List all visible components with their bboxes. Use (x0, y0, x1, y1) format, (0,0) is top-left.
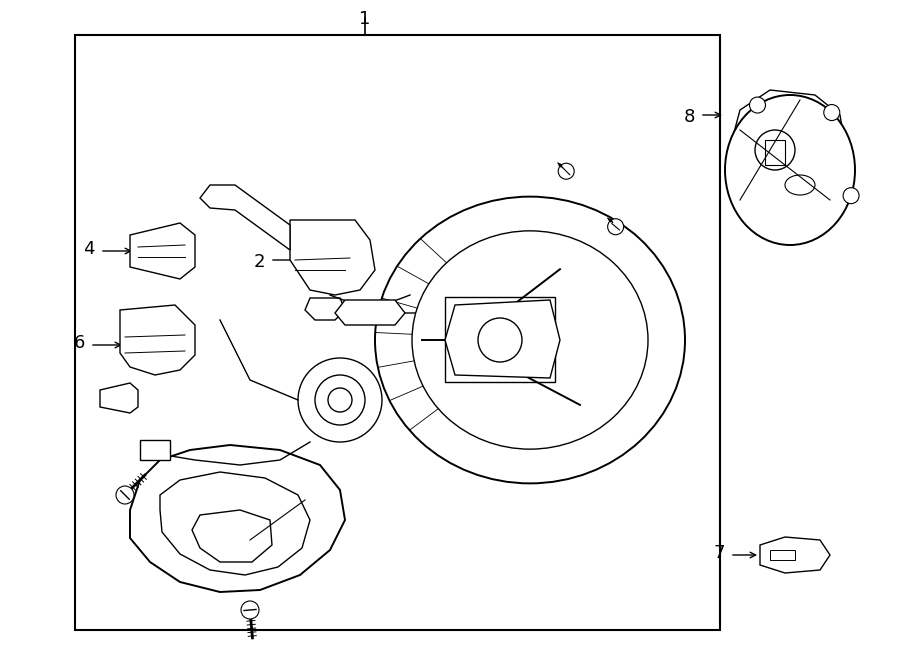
Circle shape (824, 104, 840, 120)
Polygon shape (290, 220, 375, 295)
Circle shape (843, 188, 860, 204)
Polygon shape (760, 537, 830, 573)
Polygon shape (120, 305, 195, 375)
Polygon shape (305, 298, 345, 320)
Bar (770, 550, 795, 560)
Polygon shape (335, 300, 405, 325)
Text: 5: 5 (265, 490, 275, 508)
Bar (445, 297, 555, 382)
Text: 8: 8 (684, 108, 695, 126)
Circle shape (755, 130, 795, 170)
Text: 2: 2 (254, 253, 265, 271)
Text: 7: 7 (714, 544, 725, 562)
Polygon shape (100, 383, 138, 413)
Polygon shape (730, 90, 845, 215)
Polygon shape (160, 472, 310, 575)
Circle shape (608, 219, 624, 235)
Circle shape (478, 318, 522, 362)
Circle shape (558, 163, 574, 179)
Text: 6: 6 (74, 334, 85, 352)
Ellipse shape (785, 175, 815, 195)
Bar (75, 35, 720, 630)
Circle shape (298, 358, 382, 442)
Circle shape (116, 486, 134, 504)
Text: 1: 1 (359, 10, 371, 28)
Bar (140, 440, 170, 460)
Polygon shape (130, 223, 195, 279)
Circle shape (465, 305, 535, 375)
Ellipse shape (725, 95, 855, 245)
Circle shape (241, 601, 259, 619)
Ellipse shape (412, 231, 648, 449)
Circle shape (315, 375, 365, 425)
Ellipse shape (375, 196, 685, 483)
Polygon shape (200, 185, 290, 250)
Text: 4: 4 (84, 240, 95, 258)
Circle shape (328, 388, 352, 412)
Bar (765, 140, 785, 165)
Text: 3: 3 (425, 306, 436, 324)
Polygon shape (130, 445, 345, 592)
Circle shape (750, 97, 766, 113)
Polygon shape (445, 300, 560, 378)
Polygon shape (192, 510, 272, 562)
